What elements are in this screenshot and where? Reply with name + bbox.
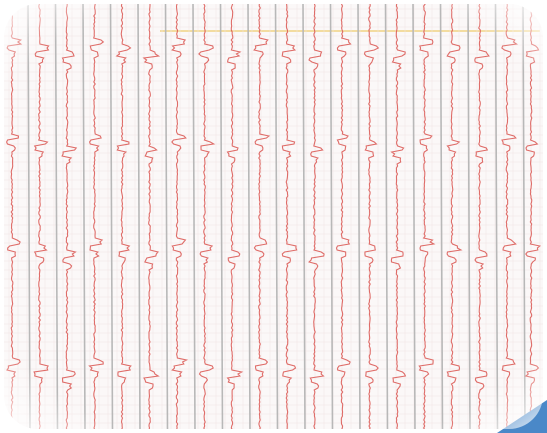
frame-fade — [4, 4, 543, 429]
